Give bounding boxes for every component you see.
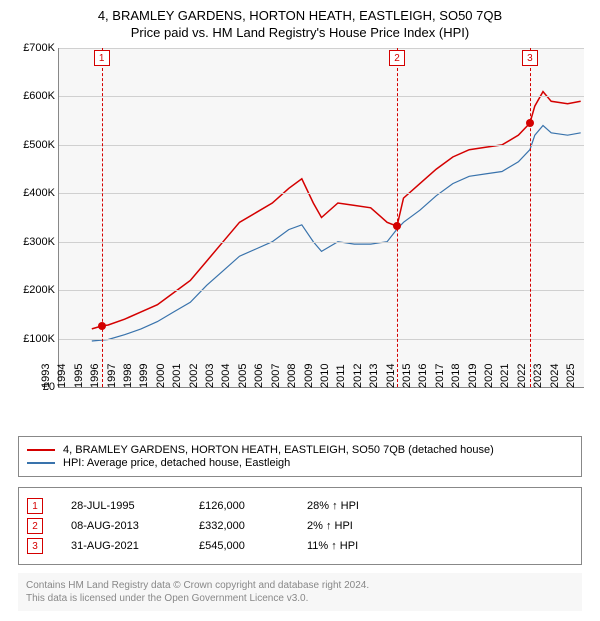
y-tick-label: £400K — [23, 187, 55, 199]
x-tick-label: 2004 — [220, 364, 232, 388]
footer: Contains HM Land Registry data © Crown c… — [18, 573, 582, 611]
plot-svg — [59, 48, 584, 387]
x-tick-label: 1994 — [56, 364, 68, 388]
chart-container: 4, BRAMLEY GARDENS, HORTON HEATH, EASTLE… — [0, 0, 600, 621]
x-tick-label: 2021 — [499, 364, 511, 388]
legend: 4, BRAMLEY GARDENS, HORTON HEATH, EASTLE… — [18, 436, 582, 477]
x-tick-label: 1997 — [106, 364, 118, 388]
x-tick-label: 2009 — [303, 364, 315, 388]
transaction-row: 2 08-AUG-2013 £332,000 2% ↑ HPI — [27, 518, 573, 534]
transactions-table: 1 28-JUL-1995 £126,000 28% ↑ HPI 2 08-AUG-201… — [18, 487, 582, 565]
legend-item: 4, BRAMLEY GARDENS, HORTON HEATH, EASTLE… — [27, 444, 573, 456]
marker-vline — [530, 48, 531, 387]
marker-vline — [102, 48, 103, 387]
legend-swatch — [27, 462, 55, 464]
x-tick-label: 2016 — [417, 364, 429, 388]
x-tick-label: 2015 — [401, 364, 413, 388]
chart-subtitle: Price paid vs. HM Land Registry's House … — [10, 25, 590, 40]
transaction-date: 08-AUG-2013 — [71, 520, 171, 532]
gridline — [59, 242, 584, 243]
data-point-marker — [393, 222, 401, 230]
series-line-hpi — [92, 126, 581, 342]
transaction-row: 3 31-AUG-2021 £545,000 11% ↑ HPI — [27, 538, 573, 554]
gridline — [59, 145, 584, 146]
legend-swatch — [27, 449, 55, 451]
y-tick-label: £100K — [23, 333, 55, 345]
y-tick-label: £700K — [23, 42, 55, 54]
legend-label: HPI: Average price, detached house, East… — [63, 457, 290, 469]
transaction-row: 1 28-JUL-1995 £126,000 28% ↑ HPI — [27, 498, 573, 514]
transaction-marker: 2 — [27, 518, 43, 534]
gridline — [59, 290, 584, 291]
x-tick-label: 2017 — [434, 364, 446, 388]
x-tick-label: 2012 — [352, 364, 364, 388]
x-tick-label: 2006 — [253, 364, 265, 388]
transaction-price: £332,000 — [199, 520, 279, 532]
gridline — [59, 48, 584, 49]
data-point-marker — [526, 119, 534, 127]
x-tick-label: 1996 — [89, 364, 101, 388]
transaction-diff: 2% ↑ HPI — [307, 520, 397, 532]
footer-line: Contains HM Land Registry data © Crown c… — [26, 579, 574, 592]
x-tick-label: 2018 — [450, 364, 462, 388]
x-tick-label: 2013 — [368, 364, 380, 388]
x-tick-label: 2001 — [171, 364, 183, 388]
marker-vline — [397, 48, 398, 387]
x-tick-label: 2005 — [237, 364, 249, 388]
y-tick-label: £200K — [23, 284, 55, 296]
x-tick-label: 1993 — [40, 364, 52, 388]
gridline — [59, 339, 584, 340]
x-tick-label: 2025 — [565, 364, 577, 388]
gridline — [59, 96, 584, 97]
gridline — [59, 193, 584, 194]
x-tick-label: 2014 — [385, 364, 397, 388]
x-tick-label: 2003 — [204, 364, 216, 388]
transaction-price: £126,000 — [199, 500, 279, 512]
title-block: 4, BRAMLEY GARDENS, HORTON HEATH, EASTLE… — [10, 8, 590, 40]
x-tick-label: 1995 — [73, 364, 85, 388]
transaction-date: 31-AUG-2021 — [71, 540, 171, 552]
data-point-marker — [98, 322, 106, 330]
transaction-diff: 11% ↑ HPI — [307, 540, 397, 552]
y-tick-label: £300K — [23, 236, 55, 248]
x-tick-label: 2019 — [467, 364, 479, 388]
x-tick-label: 2023 — [532, 364, 544, 388]
plot-area: £0£100K£200K£300K£400K£500K£600K£700K123 — [58, 48, 584, 388]
x-tick-label: 2011 — [335, 364, 347, 388]
marker-box: 2 — [389, 50, 405, 66]
transaction-date: 28-JUL-1995 — [71, 500, 171, 512]
x-tick-label: 1998 — [122, 364, 134, 388]
y-tick-label: £500K — [23, 139, 55, 151]
marker-box: 3 — [522, 50, 538, 66]
x-tick-label: 2007 — [270, 364, 282, 388]
marker-box: 1 — [94, 50, 110, 66]
x-tick-label: 2002 — [188, 364, 200, 388]
x-axis-ticks: 1993199419951996199719981999200020012002… — [58, 388, 584, 426]
x-tick-label: 2020 — [483, 364, 495, 388]
x-tick-label: 1999 — [138, 364, 150, 388]
transaction-diff: 28% ↑ HPI — [307, 500, 397, 512]
transaction-marker: 1 — [27, 498, 43, 514]
legend-label: 4, BRAMLEY GARDENS, HORTON HEATH, EASTLE… — [63, 444, 494, 456]
chart-title: 4, BRAMLEY GARDENS, HORTON HEATH, EASTLE… — [10, 8, 590, 23]
transaction-marker: 3 — [27, 538, 43, 554]
series-line-price_paid — [92, 92, 581, 329]
x-tick-label: 2010 — [319, 364, 331, 388]
legend-item: HPI: Average price, detached house, East… — [27, 457, 573, 469]
footer-line: This data is licensed under the Open Gov… — [26, 592, 574, 605]
x-tick-label: 2022 — [516, 364, 528, 388]
y-tick-label: £600K — [23, 90, 55, 102]
transaction-price: £545,000 — [199, 540, 279, 552]
x-tick-label: 2000 — [155, 364, 167, 388]
x-tick-label: 2008 — [286, 364, 298, 388]
x-tick-label: 2024 — [549, 364, 561, 388]
